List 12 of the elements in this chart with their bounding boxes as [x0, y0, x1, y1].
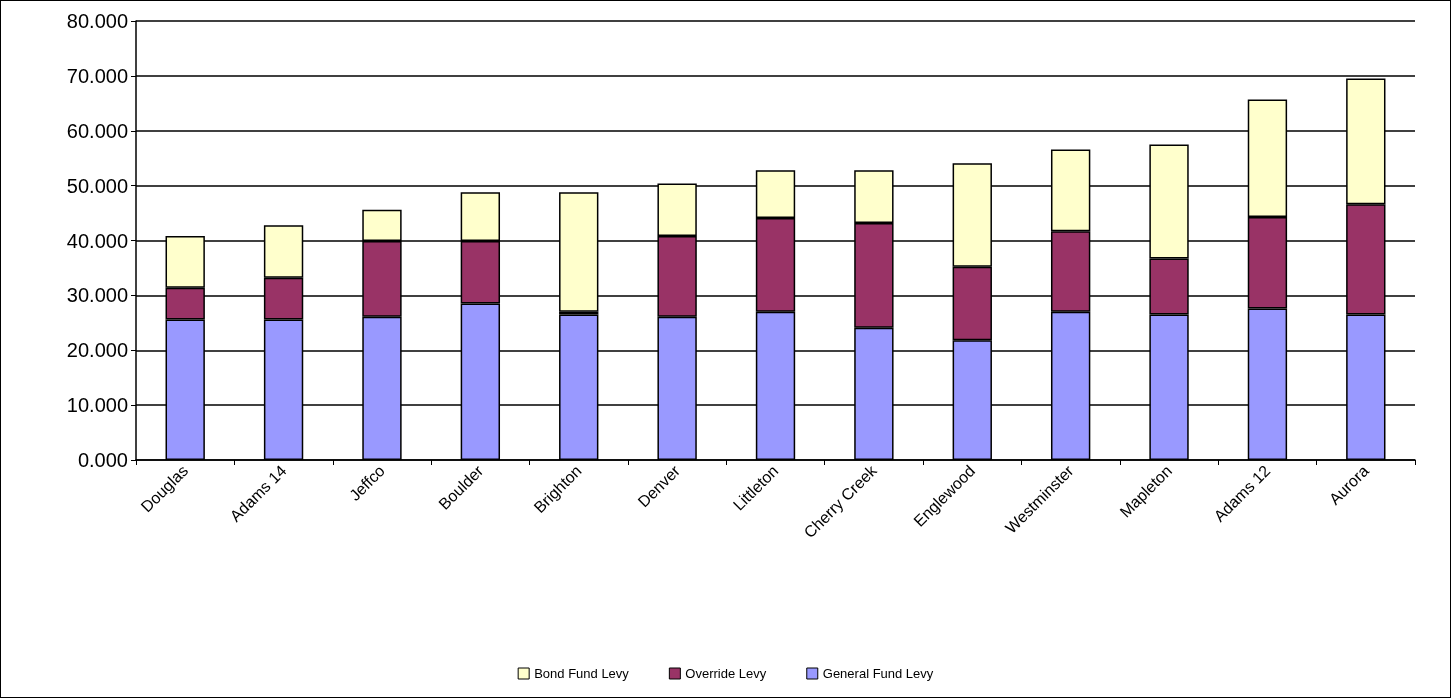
legend-label: Bond Fund Levy [534, 666, 630, 681]
y-tick-label: 40.000 [66, 229, 128, 252]
legend-label: General Fund Levy [822, 666, 934, 681]
y-tick-label: 70.000 [66, 64, 128, 87]
y-tick-label: 60.000 [66, 119, 128, 142]
y-tick-label: 80.000 [66, 10, 128, 32]
y-tick-label: 20.000 [66, 339, 128, 362]
y-tick-label: 50.000 [66, 174, 128, 197]
legend-label: Override Levy [685, 666, 767, 681]
y-tick-label: 10.000 [66, 394, 128, 417]
y-tick-label: 0.000 [77, 449, 128, 471]
y-tick-label: 30.000 [66, 284, 128, 307]
